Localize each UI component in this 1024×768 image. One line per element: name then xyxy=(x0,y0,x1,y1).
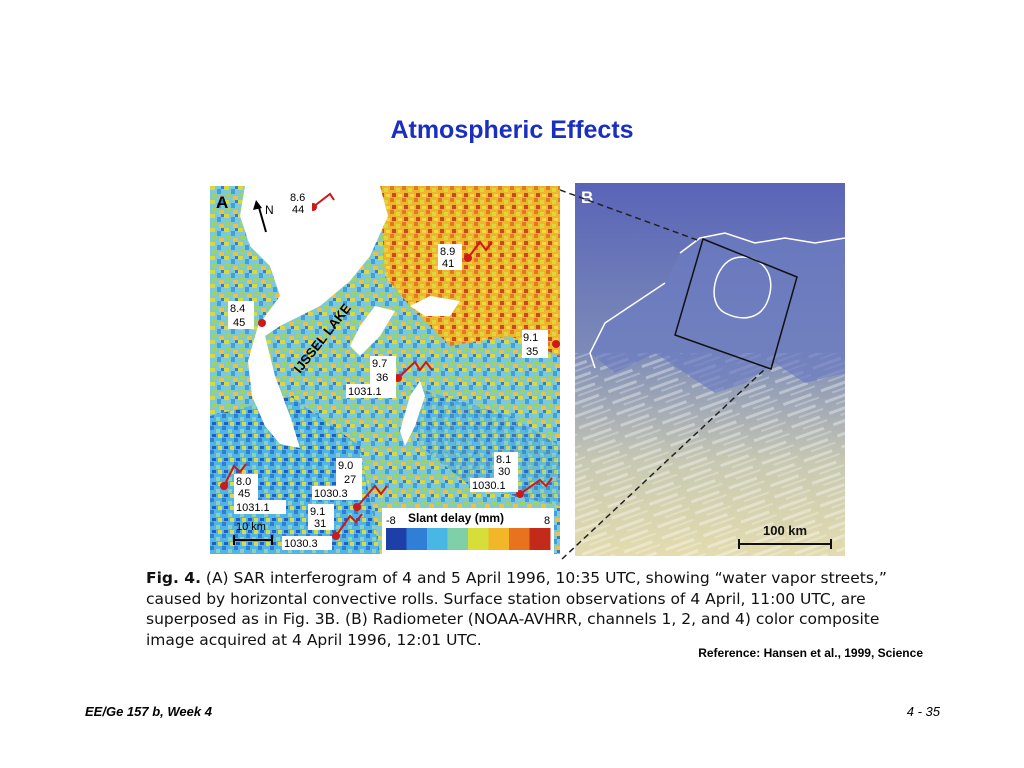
station-marker: 9.1 35 xyxy=(522,330,560,358)
colorbar-swatch xyxy=(488,528,510,550)
reference-text: Reference: Hansen et al., 1999, Science xyxy=(698,646,923,660)
north-arrow-icon: N xyxy=(253,200,274,233)
colorbar-legend: -8 Slant delay (mm) 8 xyxy=(382,508,554,554)
colorbar-swatch xyxy=(509,528,530,550)
scale-bar-a: 10 km xyxy=(233,521,273,545)
svg-text:1031.1: 1031.1 xyxy=(236,502,270,514)
colorbar-swatch xyxy=(427,528,448,550)
colorbar-swatch xyxy=(468,528,489,550)
svg-text:100 km: 100 km xyxy=(763,523,807,538)
svg-text:45: 45 xyxy=(238,488,250,500)
colorbar-swatch xyxy=(529,528,551,550)
station-marker: 8.0 45 1031.1 xyxy=(220,463,286,514)
svg-text:8.6: 8.6 xyxy=(290,192,305,204)
colorbar-swatch xyxy=(406,528,428,550)
caption-line: superposed as in Fig. 3B. (B) Radiometer… xyxy=(146,610,880,628)
interferogram-image: A N IJSSEL LAKE 8.6 44 8.9 41 8.4 45 xyxy=(210,186,560,554)
svg-text:8.1: 8.1 xyxy=(496,454,511,466)
station-marker: 8.6 44 xyxy=(288,191,335,216)
caption-line: image acquired at 4 April 1996, 12:01 UT… xyxy=(146,630,482,649)
svg-text:31: 31 xyxy=(314,518,326,530)
svg-text:1030.3: 1030.3 xyxy=(284,538,318,550)
station-marker: 9.7 36 1031.1 xyxy=(346,356,433,398)
svg-text:45: 45 xyxy=(233,317,245,329)
panel-b-letter: B xyxy=(581,188,593,207)
svg-text:8.0: 8.0 xyxy=(236,476,251,488)
colorbar-swatch xyxy=(386,528,407,550)
svg-text:9.0: 9.0 xyxy=(338,460,353,472)
figure-caption: Fig. 4. (A) SAR interferogram of 4 and 5… xyxy=(146,568,906,650)
caption-line: (A) SAR interferogram of 4 and 5 April 1… xyxy=(205,569,887,587)
colorbar-min: -8 xyxy=(386,515,396,527)
panel-a-letter: A xyxy=(216,193,228,212)
caption-fig-label: Fig. 4. xyxy=(146,569,201,587)
station-marker: 8.1 30 1030.1 xyxy=(470,452,553,498)
footer-page-number: 4 - 35 xyxy=(906,704,940,719)
svg-text:9.7: 9.7 xyxy=(372,358,387,370)
svg-text:36: 36 xyxy=(376,372,388,384)
svg-text:10 km: 10 km xyxy=(236,521,266,533)
svg-text:8.9: 8.9 xyxy=(440,246,455,258)
colorbar-max: 8 xyxy=(544,515,550,527)
svg-text:9.1: 9.1 xyxy=(310,506,325,518)
caption-line: caused by horizontal convective rolls. S… xyxy=(146,589,866,608)
svg-text:30: 30 xyxy=(498,466,510,478)
station-marker: 9.1 31 1030.3 xyxy=(282,504,363,550)
svg-text:1030.1: 1030.1 xyxy=(472,480,506,492)
station-marker: 8.9 41 xyxy=(438,240,493,270)
svg-text:9.1: 9.1 xyxy=(523,332,538,344)
svg-text:41: 41 xyxy=(442,258,454,270)
interferogram-panel: A N IJSSEL LAKE 8.6 44 8.9 41 8.4 45 xyxy=(210,186,560,554)
footer-course: EE/Ge 157 b, Week 4 xyxy=(85,704,212,719)
radiometer-image: B 100 km xyxy=(575,183,845,556)
svg-text:27: 27 xyxy=(344,474,356,486)
svg-text:35: 35 xyxy=(526,346,538,358)
colorbar-title: Slant delay (mm) xyxy=(408,511,504,525)
zoom-box xyxy=(674,237,798,370)
station-marker: 8.4 45 xyxy=(228,301,266,329)
svg-text:44: 44 xyxy=(292,204,304,216)
connector-lines xyxy=(560,189,766,560)
radiometer-panel: B 100 km xyxy=(575,183,845,556)
north-label: N xyxy=(265,203,274,217)
svg-text:8.4: 8.4 xyxy=(230,303,245,315)
scale-bar-b: 100 km xyxy=(738,523,832,549)
svg-text:1031.1: 1031.1 xyxy=(348,386,382,398)
station-marker: 9.0 27 1030.3 xyxy=(312,458,388,511)
svg-text:1030.3: 1030.3 xyxy=(314,488,348,500)
slide-title: Atmospheric Effects xyxy=(390,116,634,144)
colorbar-swatch xyxy=(447,528,469,550)
